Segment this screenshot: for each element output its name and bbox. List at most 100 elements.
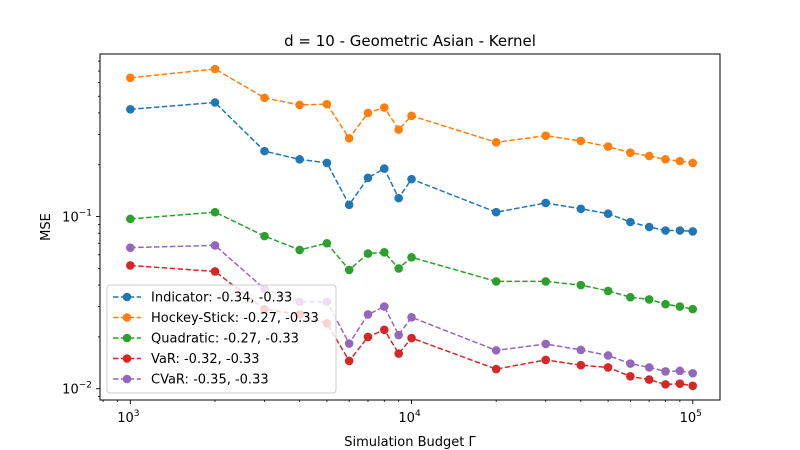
data-point bbox=[295, 100, 304, 110]
data-point bbox=[210, 241, 220, 250]
legend-marker bbox=[122, 354, 132, 363]
data-point bbox=[661, 367, 670, 376]
data-point bbox=[644, 295, 654, 304]
data-point bbox=[576, 280, 586, 290]
legend-label: Indicator: -0.34, -0.33 bbox=[151, 291, 292, 306]
data-point bbox=[491, 138, 501, 147]
data-point bbox=[394, 193, 403, 203]
data-point bbox=[363, 310, 373, 319]
data-point bbox=[260, 146, 269, 156]
data-point bbox=[379, 302, 389, 311]
data-point bbox=[344, 265, 354, 275]
legend-label: VaR: -0.32, -0.33 bbox=[151, 352, 260, 367]
data-point bbox=[322, 99, 332, 109]
data-point bbox=[491, 207, 501, 217]
x-tick-label-exponent: 5 bbox=[696, 409, 702, 419]
data-point bbox=[688, 304, 698, 314]
data-point bbox=[407, 111, 416, 121]
x-axis-label: Simulation Budget Γ bbox=[344, 435, 476, 450]
legend-label: Quadratic: -0.27, -0.33 bbox=[151, 332, 299, 347]
data-point bbox=[661, 155, 670, 164]
data-point bbox=[126, 73, 135, 83]
data-point bbox=[126, 214, 135, 224]
data-point bbox=[603, 363, 613, 372]
data-point bbox=[344, 200, 354, 210]
data-point bbox=[603, 209, 613, 218]
data-point bbox=[344, 133, 354, 143]
data-point bbox=[576, 204, 586, 214]
data-point bbox=[688, 368, 698, 378]
data-point bbox=[576, 360, 586, 370]
data-point bbox=[260, 231, 269, 241]
data-point bbox=[491, 346, 501, 355]
legend-marker bbox=[122, 313, 132, 322]
y-tick-label-base: 10 bbox=[62, 211, 79, 226]
data-point bbox=[661, 226, 670, 235]
x-tick-label: 104 bbox=[398, 409, 421, 426]
data-point bbox=[644, 151, 654, 161]
data-point bbox=[210, 98, 220, 107]
data-point bbox=[541, 355, 551, 365]
data-point bbox=[210, 64, 220, 74]
data-point bbox=[344, 356, 354, 366]
y-tick-label: 10−2 bbox=[62, 381, 92, 398]
data-point bbox=[363, 332, 373, 342]
data-point bbox=[394, 264, 403, 273]
y-axis-label: MSE bbox=[39, 213, 54, 241]
legend-marker bbox=[122, 374, 132, 384]
data-point bbox=[126, 261, 135, 270]
data-point bbox=[379, 248, 389, 257]
y-tick-label: 10−1 bbox=[62, 209, 92, 226]
data-point bbox=[626, 292, 635, 302]
data-point bbox=[675, 226, 685, 235]
legend: Indicator: -0.34, -0.33 Hockey-Stick: -0.… bbox=[106, 284, 337, 394]
data-point bbox=[541, 277, 551, 286]
data-point bbox=[363, 249, 373, 258]
data-point bbox=[126, 243, 135, 252]
data-point bbox=[675, 302, 685, 311]
data-point bbox=[661, 380, 670, 389]
data-point bbox=[491, 277, 501, 286]
y-tick-label-base: 10 bbox=[62, 383, 79, 398]
data-point bbox=[675, 379, 685, 388]
legend-label: Hockey-Stick: -0.27, -0.33 bbox=[151, 311, 319, 326]
x-tick-label-base: 10 bbox=[398, 411, 415, 426]
x-tick-label-base: 10 bbox=[680, 411, 697, 426]
data-point bbox=[626, 148, 635, 158]
data-point bbox=[295, 245, 304, 255]
data-point bbox=[576, 136, 586, 146]
data-point bbox=[661, 299, 670, 309]
data-point bbox=[688, 227, 698, 236]
data-point bbox=[407, 253, 416, 262]
legend-label: CVaR: -0.35, -0.33 bbox=[151, 373, 269, 388]
data-point bbox=[688, 381, 698, 391]
data-point bbox=[407, 333, 416, 343]
data-point bbox=[126, 104, 135, 114]
data-point bbox=[295, 155, 304, 164]
data-point bbox=[541, 131, 551, 141]
data-point bbox=[603, 351, 613, 360]
x-tick-label: 105 bbox=[680, 409, 702, 426]
legend-marker bbox=[122, 333, 132, 343]
data-point bbox=[322, 158, 332, 168]
chart-title: d = 10 - Geometric Asian - Kernel bbox=[284, 32, 536, 50]
data-point bbox=[644, 375, 654, 384]
y-tick-label-exponent: −1 bbox=[79, 209, 92, 219]
data-point bbox=[626, 372, 635, 381]
data-point bbox=[344, 339, 354, 348]
data-point bbox=[407, 312, 416, 322]
data-point bbox=[407, 174, 416, 184]
data-point bbox=[576, 345, 586, 355]
data-point bbox=[260, 93, 269, 103]
x-tick-label-exponent: 3 bbox=[134, 409, 140, 419]
data-point bbox=[394, 349, 403, 358]
data-point bbox=[644, 363, 654, 372]
data-point bbox=[379, 325, 389, 335]
data-point bbox=[626, 359, 635, 368]
data-point bbox=[210, 207, 220, 217]
data-point bbox=[644, 222, 654, 232]
legend-marker bbox=[122, 292, 132, 302]
